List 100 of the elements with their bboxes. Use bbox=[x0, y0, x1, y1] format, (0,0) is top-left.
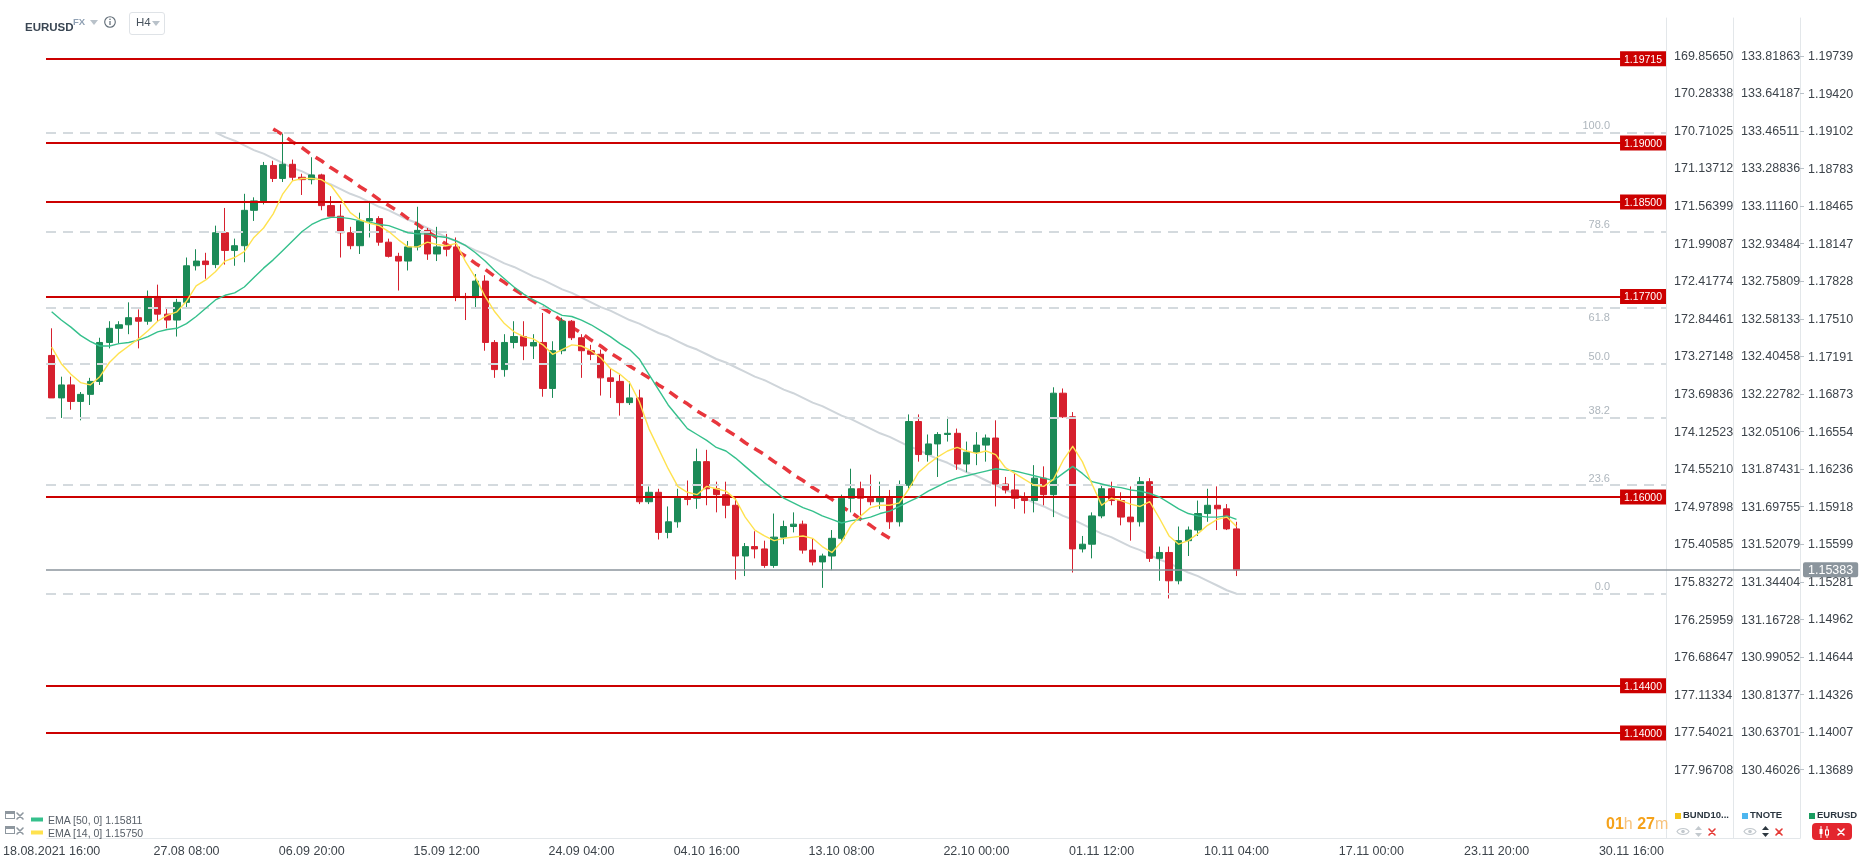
y3-tick-label: 174.97898 bbox=[1674, 499, 1734, 514]
candlestick bbox=[520, 320, 527, 361]
y3-tick-label: 174.55210 bbox=[1674, 462, 1734, 477]
candlestick bbox=[67, 376, 75, 411]
y3-tick-label: 172.84461 bbox=[1674, 311, 1734, 326]
candlestick bbox=[819, 553, 826, 589]
candlestick bbox=[327, 195, 335, 217]
candlestick bbox=[1021, 491, 1028, 515]
y3-tick-label: 177.96708 bbox=[1674, 763, 1734, 777]
annotation: 38.2 bbox=[1588, 404, 1610, 417]
candlestick bbox=[115, 320, 123, 345]
y2-tick-label: 131.52079 bbox=[1741, 537, 1801, 552]
candlestick bbox=[790, 511, 797, 533]
candlestick bbox=[221, 207, 229, 266]
y-tick-label: 1.18465 bbox=[1808, 199, 1854, 214]
annotation: FX bbox=[73, 16, 86, 28]
y-tick-label: 1.15918 bbox=[1808, 499, 1854, 514]
y-axis-title: EURUSD bbox=[1817, 809, 1858, 821]
y-tick-label: 1.14326 bbox=[1808, 687, 1854, 702]
candlestick bbox=[289, 159, 296, 182]
candlestick bbox=[915, 413, 922, 463]
x-tick-label: 22.10 00:00 bbox=[943, 843, 1010, 858]
y3-tick-label: 176.68647 bbox=[1674, 650, 1734, 665]
candlestick bbox=[780, 520, 787, 545]
y3-tick-label: 170.71025 bbox=[1674, 123, 1734, 138]
y2-tick-label: 133.11160 bbox=[1741, 199, 1799, 213]
candlestick bbox=[395, 252, 402, 292]
y-tick-label: 1.19420 bbox=[1808, 86, 1854, 101]
candlestick bbox=[1185, 526, 1192, 557]
candlestick bbox=[770, 513, 778, 569]
y-tick-label: 1.15599 bbox=[1808, 537, 1854, 552]
candlestick bbox=[385, 238, 392, 259]
line-series bbox=[50, 216, 1238, 524]
annotation: 0.0 bbox=[1594, 580, 1610, 593]
y2-tick-label: 133.81863 bbox=[1741, 48, 1801, 63]
candlestick bbox=[212, 225, 219, 269]
candlestick bbox=[1214, 485, 1221, 531]
candlestick bbox=[231, 238, 238, 267]
y-tick-label: 1.14644 bbox=[1808, 650, 1854, 665]
candlestick bbox=[183, 257, 190, 309]
y2-tick-label: 131.34404 bbox=[1741, 575, 1801, 589]
x-tick-label: 23.11 20:00 bbox=[1464, 843, 1530, 858]
x-tick-label: 30.11 16:00 bbox=[1598, 843, 1665, 858]
y2-tick-label: 131.87431 bbox=[1741, 462, 1801, 477]
y3-tick-label: 170.28338 bbox=[1674, 86, 1734, 101]
y-tick-label: 1.13689 bbox=[1808, 762, 1854, 777]
x-tick-label: 10.11 04:00 bbox=[1203, 843, 1270, 858]
candlestick bbox=[1079, 535, 1086, 553]
y-tick-label: 1.17191 bbox=[1808, 349, 1854, 364]
candlestick bbox=[501, 333, 508, 378]
annotation: 100.0 bbox=[1582, 118, 1610, 131]
candlestick bbox=[616, 373, 624, 417]
candlestick bbox=[963, 441, 970, 473]
candlestick bbox=[125, 301, 132, 335]
candlestick bbox=[578, 333, 585, 379]
candlestick bbox=[626, 380, 633, 406]
x-tick-label: 17.11 00:00 bbox=[1338, 843, 1404, 858]
y-tick-label: 1.18147 bbox=[1808, 236, 1854, 251]
x-tick-label: 13.10 08:00 bbox=[808, 843, 875, 858]
candlestick bbox=[260, 161, 267, 205]
y3-tick-label: 175.40585 bbox=[1674, 537, 1734, 552]
candlestick bbox=[482, 274, 489, 352]
y2-tick-label: 131.16728 bbox=[1741, 612, 1801, 627]
y2-tick-label: 132.93484 bbox=[1741, 236, 1801, 251]
y2-tick-label: 132.75809 bbox=[1741, 274, 1801, 289]
candlestick bbox=[58, 376, 65, 419]
x-tick-label: 18.08.2021 16:00 bbox=[2, 843, 101, 858]
candlestick bbox=[193, 248, 200, 271]
y2-tick-label: 133.64187 bbox=[1741, 86, 1801, 101]
candlestick bbox=[539, 312, 547, 398]
y-tick-label: 1.14007 bbox=[1808, 725, 1854, 740]
y3-tick-label: 171.13712 bbox=[1674, 161, 1734, 176]
x-tick-label: 04.10 16:00 bbox=[673, 843, 740, 858]
annotation: 61.8 bbox=[1588, 310, 1610, 323]
ref-line-label: 1.18500 bbox=[1624, 196, 1663, 209]
candlestick bbox=[202, 252, 209, 280]
y2-tick-label: 130.81377 bbox=[1741, 687, 1801, 702]
candlestick bbox=[982, 433, 990, 463]
y2-tick-label: 132.22782 bbox=[1741, 387, 1801, 401]
candlestick bbox=[751, 530, 758, 559]
y-tick-label: 1.14962 bbox=[1808, 612, 1854, 627]
y2-tick-label: 130.46026 bbox=[1741, 763, 1801, 777]
y2-tick-label: 133.46511 bbox=[1741, 123, 1800, 138]
candlestick bbox=[607, 367, 614, 399]
ref-line-label: 1.14400 bbox=[1624, 679, 1663, 692]
candlestick bbox=[1233, 521, 1240, 577]
candlestick bbox=[992, 419, 999, 507]
candlestick bbox=[1204, 488, 1211, 523]
ref-line-label: 1.14000 bbox=[1624, 726, 1663, 739]
candlestick bbox=[433, 226, 441, 262]
candlestick bbox=[934, 431, 941, 478]
candlestick bbox=[703, 449, 710, 506]
candlestick bbox=[443, 233, 450, 257]
candlestick bbox=[1165, 546, 1173, 599]
y-tick-label: 1.18783 bbox=[1808, 161, 1854, 176]
candlestick bbox=[453, 236, 460, 302]
candlestick bbox=[559, 317, 566, 355]
candlestick bbox=[809, 537, 816, 566]
ref-line-label: 1.17700 bbox=[1624, 290, 1663, 303]
y-tick-label: 1.16236 bbox=[1808, 462, 1854, 477]
